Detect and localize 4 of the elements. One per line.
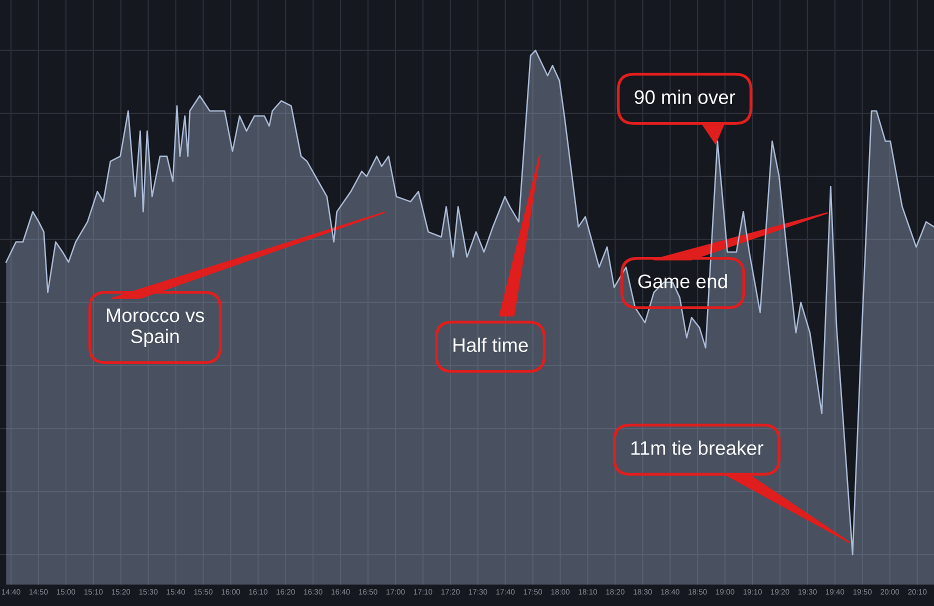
- annotation: 11m tie breaker: [631, 440, 764, 455]
- annotation: 90 min over: [634, 90, 736, 104]
- annotation: Half time: [454, 338, 528, 352]
- annotation: Morocco vs Spain: [106, 308, 204, 348]
